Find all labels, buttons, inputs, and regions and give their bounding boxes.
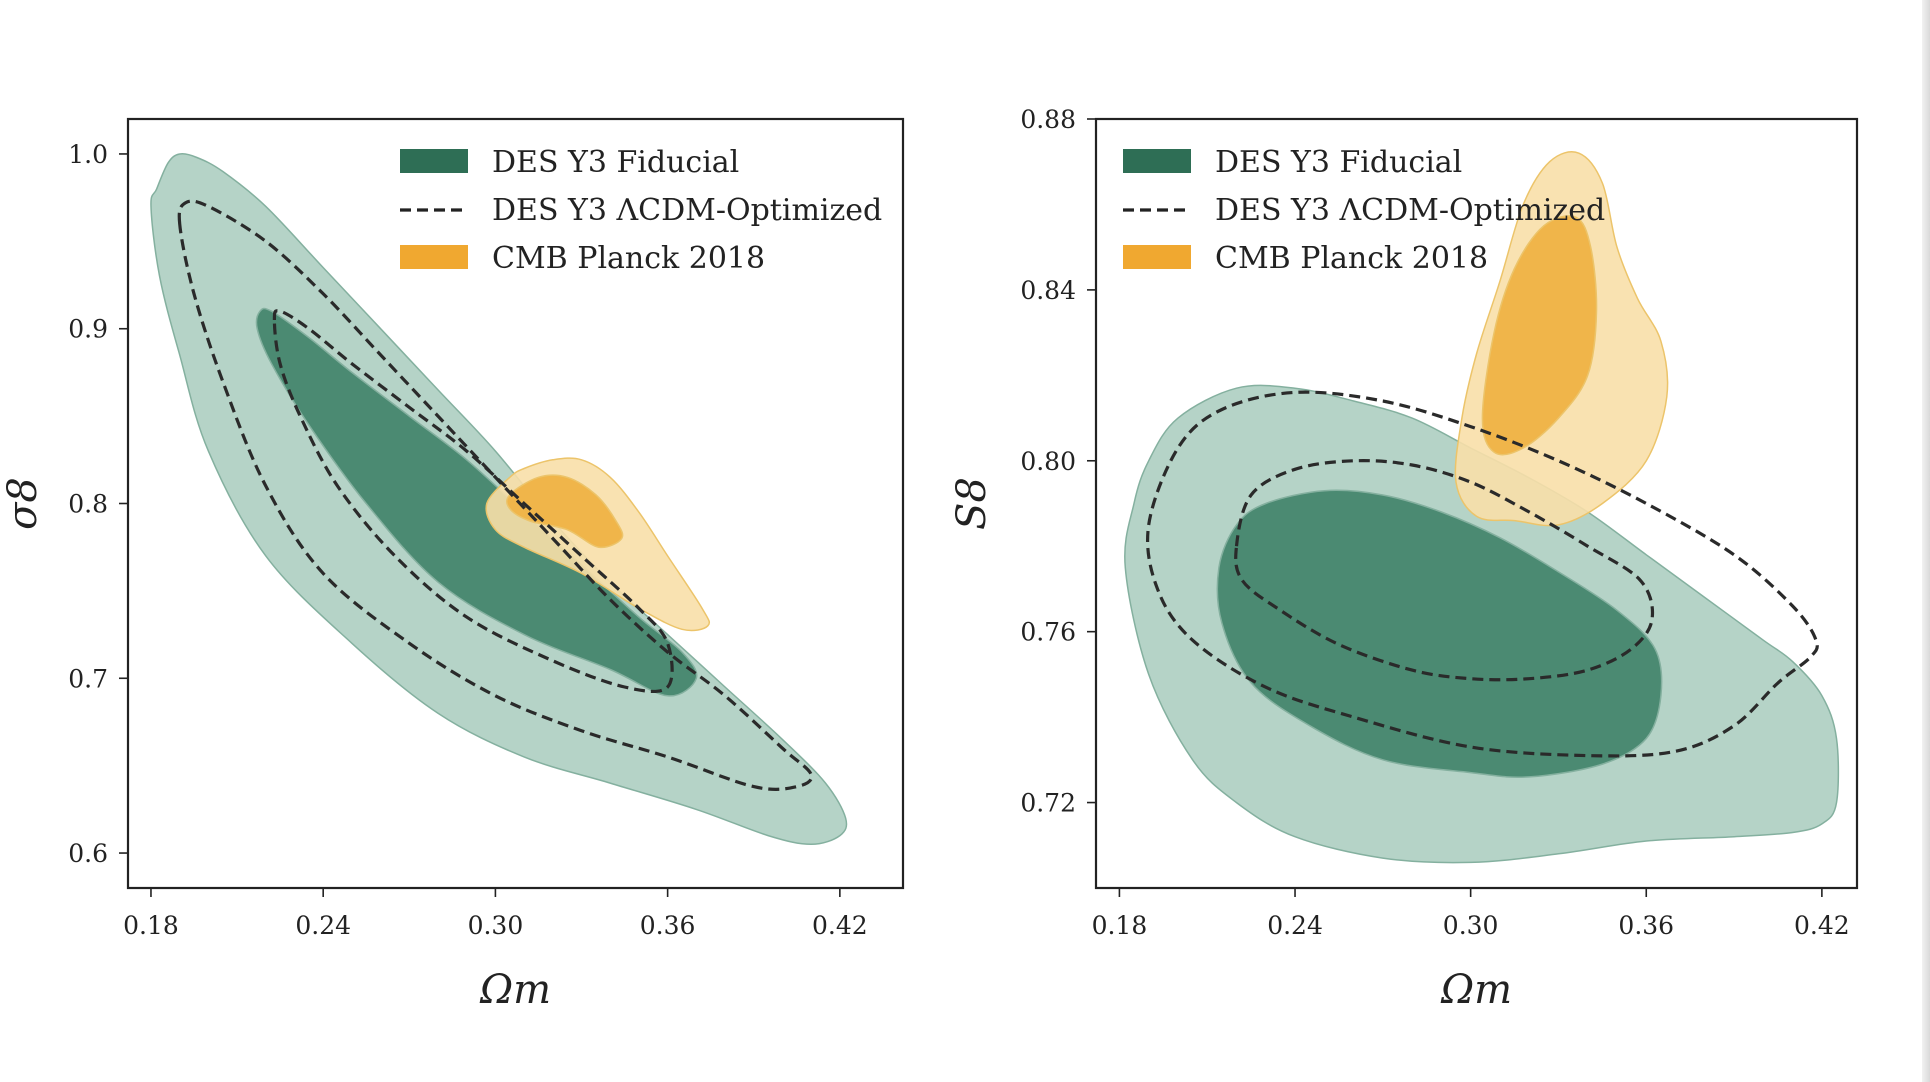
legend-label-fiducial: DES Y3 Fiducial: [492, 145, 739, 180]
y-tick-label: 0.72: [1020, 789, 1076, 818]
legend-label-fiducial: DES Y3 Fiducial: [1215, 145, 1462, 180]
contour-planck-inner: [1481, 215, 1598, 456]
x-tick-label: 0.42: [812, 911, 868, 940]
contour-lcdm-optimized-outer: [1145, 390, 1819, 758]
y-tick-label: 0.9: [68, 315, 108, 344]
x-tick-label: 0.36: [1618, 911, 1674, 940]
legend-label-planck: CMB Planck 2018: [492, 241, 765, 276]
contour-fiducial-inner: [1216, 489, 1663, 778]
x-tick-label: 0.24: [295, 911, 351, 940]
legend-label-lcdm-optimized: DES Y3 ΛCDM-Optimized: [1215, 193, 1605, 228]
contour-fiducial-inner: [255, 307, 698, 697]
sigma8-y-ticks: 0.6 0.7 0.8 0.9 1.0: [68, 140, 128, 868]
y-tick-label: 1.0: [68, 140, 108, 169]
y-tick-label: 0.8: [68, 490, 108, 519]
x-tick-label: 0.18: [123, 911, 179, 940]
window-edge: [1922, 0, 1930, 1082]
contour-planck-inner: [505, 474, 624, 549]
sigma8-y-axis-label: σ8: [0, 477, 46, 530]
s8-x-ticks: 0.18 0.24 0.30 0.36 0.42: [1092, 888, 1850, 940]
y-tick-label: 0.6: [68, 839, 108, 868]
s8-panel: 0.18 0.24 0.30 0.36 0.42 0.72 0.76 0.80 0.84 0.8…: [949, 105, 1859, 1013]
y-tick-label: 0.84: [1020, 276, 1076, 305]
legend-swatch-fiducial: [400, 149, 468, 173]
s8-legend: DES Y3 Fiducial DES Y3 ΛCDM-Optimized CM…: [1123, 145, 1605, 276]
legend-label-lcdm-optimized: DES Y3 ΛCDM-Optimized: [492, 193, 882, 228]
x-tick-label: 0.24: [1267, 911, 1323, 940]
legend-label-planck: CMB Planck 2018: [1215, 241, 1488, 276]
s8-x-axis-label: Ωm: [1440, 967, 1512, 1013]
s8-contours: [1124, 151, 1840, 864]
y-tick-label: 0.88: [1020, 105, 1076, 134]
sigma8-x-axis-label: Ωm: [479, 967, 551, 1013]
legend-swatch-planck: [1123, 245, 1191, 269]
s8-axes-frame: [1094, 117, 1859, 890]
sigma8-x-ticks: 0.18 0.24 0.30 0.36 0.42: [123, 888, 868, 940]
sigma8-panel: 0.18 0.24 0.30 0.36 0.42 0.60.70.80.91.0 Ωm …: [0, 117, 905, 1013]
y-tick-label: 0.80: [1020, 447, 1076, 476]
contour-lcdm-optimized-inner: [272, 309, 674, 693]
y-tick-label: 0.76: [1020, 618, 1076, 647]
s8-y-ticks: 0.72 0.76 0.80 0.84 0.88: [1020, 105, 1096, 818]
x-tick-label: 0.42: [1794, 911, 1850, 940]
sigma8-contours: [150, 152, 848, 846]
legend-swatch-planck: [400, 245, 468, 269]
x-tick-label: 0.36: [640, 911, 696, 940]
contour-lcdm-optimized-outer: [177, 199, 814, 791]
x-tick-label: 0.30: [1443, 911, 1499, 940]
legend-swatch-fiducial: [1123, 149, 1191, 173]
y-tick-label: 0.7: [68, 664, 108, 693]
sigma8-legend: DES Y3 Fiducial DES Y3 ΛCDM-Optimized CM…: [400, 145, 882, 276]
x-tick-label: 0.30: [468, 911, 524, 940]
x-tick-label: 0.18: [1092, 911, 1148, 940]
s8-y-axis-label: S8: [949, 477, 995, 530]
